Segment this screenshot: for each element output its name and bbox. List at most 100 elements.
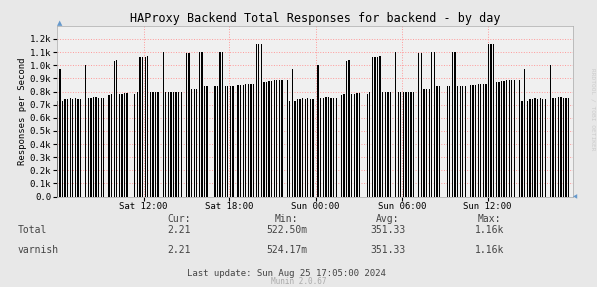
Bar xyxy=(485,84,487,197)
Text: Last update: Sun Aug 25 17:05:00 2024: Last update: Sun Aug 25 17:05:00 2024 xyxy=(187,269,386,278)
Bar xyxy=(287,80,288,197)
Text: 2.21: 2.21 xyxy=(167,225,191,235)
Bar xyxy=(529,99,531,197)
Bar xyxy=(88,98,89,197)
Bar xyxy=(411,92,412,197)
Bar xyxy=(439,86,440,197)
Bar xyxy=(501,81,502,197)
Bar xyxy=(181,92,182,197)
Bar xyxy=(336,98,337,197)
Text: varnish: varnish xyxy=(18,245,59,255)
Bar xyxy=(374,57,376,197)
Bar xyxy=(57,101,58,197)
Bar xyxy=(273,80,275,197)
Text: Avg:: Avg: xyxy=(376,214,400,224)
Bar xyxy=(387,92,389,197)
Text: 2.21: 2.21 xyxy=(167,245,191,255)
Bar xyxy=(304,99,306,197)
Bar xyxy=(62,101,63,197)
Bar xyxy=(279,80,280,197)
Bar xyxy=(333,98,334,197)
Bar xyxy=(258,44,260,197)
Bar xyxy=(480,84,481,197)
Bar xyxy=(488,44,489,197)
Bar xyxy=(322,98,324,197)
Bar xyxy=(98,98,99,197)
Bar xyxy=(137,92,138,197)
Bar xyxy=(80,99,81,197)
Bar xyxy=(165,92,167,197)
Bar xyxy=(281,80,282,197)
Text: 522.50m: 522.50m xyxy=(266,225,307,235)
Bar xyxy=(191,89,192,197)
Bar xyxy=(302,98,303,197)
Bar xyxy=(253,84,254,197)
Bar xyxy=(524,69,525,197)
Bar xyxy=(544,99,546,197)
Bar xyxy=(537,99,538,197)
Bar xyxy=(245,84,247,197)
Bar xyxy=(294,101,296,197)
Bar xyxy=(67,99,68,197)
Bar xyxy=(227,86,229,197)
Bar xyxy=(248,84,249,197)
Bar xyxy=(429,89,430,197)
Bar xyxy=(384,92,386,197)
Bar xyxy=(232,86,233,197)
Text: Max:: Max: xyxy=(478,214,501,224)
Bar xyxy=(219,52,221,197)
Bar xyxy=(222,52,223,197)
Bar xyxy=(426,89,427,197)
Bar xyxy=(111,94,112,197)
Bar xyxy=(491,44,492,197)
Bar xyxy=(552,98,554,197)
Bar xyxy=(470,85,471,197)
Bar xyxy=(380,56,381,197)
Bar xyxy=(395,52,396,197)
Text: Min:: Min: xyxy=(275,214,298,224)
Bar xyxy=(519,80,520,197)
Bar xyxy=(271,81,272,197)
Bar xyxy=(478,84,479,197)
Text: ▲: ▲ xyxy=(57,20,62,26)
Bar xyxy=(550,65,551,197)
Bar xyxy=(242,85,244,197)
Bar xyxy=(418,53,420,197)
Bar xyxy=(266,82,267,197)
Bar xyxy=(113,61,115,197)
Bar xyxy=(408,92,409,197)
Bar xyxy=(103,98,104,197)
Bar xyxy=(475,85,476,197)
Bar xyxy=(509,80,510,197)
Bar xyxy=(170,92,171,197)
Bar xyxy=(328,97,329,197)
Bar xyxy=(75,98,76,197)
Bar xyxy=(369,92,370,197)
Bar xyxy=(343,94,344,197)
Text: RRDTOOL / TOBI OETIKER: RRDTOOL / TOBI OETIKER xyxy=(590,68,595,150)
Bar xyxy=(85,65,87,197)
Bar xyxy=(297,99,298,197)
Text: ◀: ◀ xyxy=(573,194,577,199)
Bar xyxy=(540,98,541,197)
Text: 1.16k: 1.16k xyxy=(475,245,504,255)
Bar xyxy=(527,101,528,197)
Bar xyxy=(186,53,187,197)
Bar xyxy=(176,92,177,197)
Bar xyxy=(289,101,290,197)
Bar xyxy=(78,99,79,197)
Bar xyxy=(193,89,195,197)
Bar xyxy=(325,97,327,197)
Bar xyxy=(238,85,239,197)
Bar xyxy=(168,92,169,197)
Bar xyxy=(224,86,226,197)
Bar xyxy=(560,97,562,197)
Bar xyxy=(454,52,456,197)
Bar xyxy=(204,86,205,197)
Bar xyxy=(307,98,309,197)
Bar xyxy=(431,52,432,197)
Bar xyxy=(142,57,143,197)
Bar xyxy=(250,84,252,197)
Bar xyxy=(356,93,358,197)
Bar xyxy=(269,81,270,197)
